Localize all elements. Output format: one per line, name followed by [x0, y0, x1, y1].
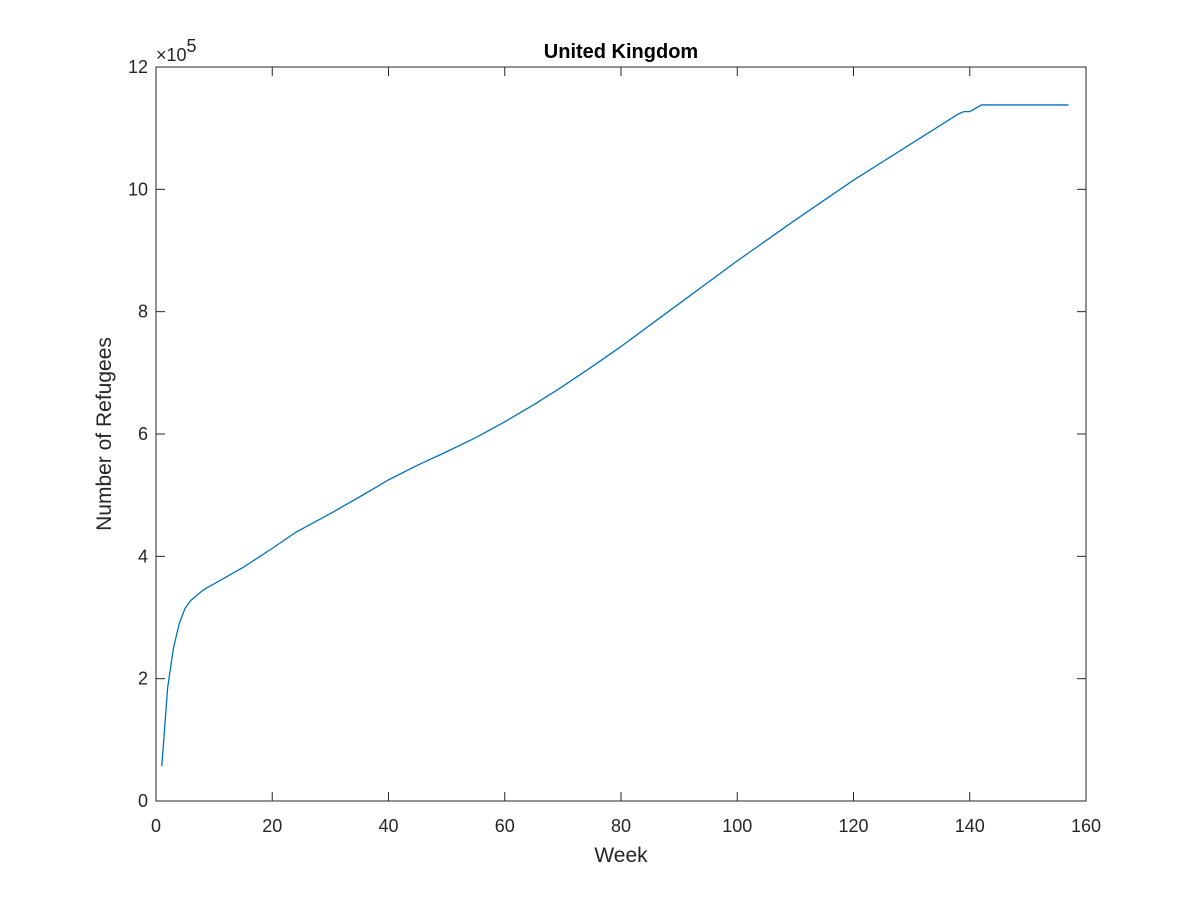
plot-area: 0 20 40 60 80 100 120 140 160 0 2 4 6 8 10 12 — [128, 57, 1101, 836]
data-layer — [161, 104, 1069, 767]
y-axis-multiplier: ×105 — [156, 36, 197, 65]
x-tick-label: 100 — [722, 816, 752, 836]
axes-box — [155, 66, 1087, 802]
x-tick-label: 60 — [495, 816, 515, 836]
x-axis-ticks: 0 20 40 60 80 100 120 140 160 — [151, 67, 1101, 836]
y-tick-label: 0 — [138, 791, 148, 811]
x-axis-label: Week — [594, 844, 648, 867]
y-tick-label: 2 — [138, 669, 148, 689]
y-axis-ticks: 0 2 4 6 8 10 12 — [128, 57, 1086, 811]
y-tick-label: 10 — [128, 179, 148, 199]
y-tick-label: 8 — [138, 302, 148, 322]
x-tick-label: 0 — [151, 816, 161, 836]
chart-title: United Kingdom — [544, 41, 698, 63]
y-tick-label: 6 — [138, 424, 148, 444]
y-tick-label: 12 — [128, 57, 148, 77]
x-tick-label: 40 — [378, 816, 398, 836]
x-tick-label: 120 — [838, 816, 868, 836]
y-axis-label: Number of Refugees — [93, 337, 116, 531]
y-tick-label: 4 — [138, 546, 148, 566]
series-line — [161, 104, 1069, 767]
y-axis-multiplier-exponent: 5 — [187, 36, 197, 56]
x-tick-label: 140 — [955, 816, 985, 836]
x-tick-label: 80 — [611, 816, 631, 836]
x-tick-label: 20 — [262, 816, 282, 836]
x-tick-label: 160 — [1071, 816, 1101, 836]
y-axis-multiplier-base: ×10 — [156, 45, 187, 65]
